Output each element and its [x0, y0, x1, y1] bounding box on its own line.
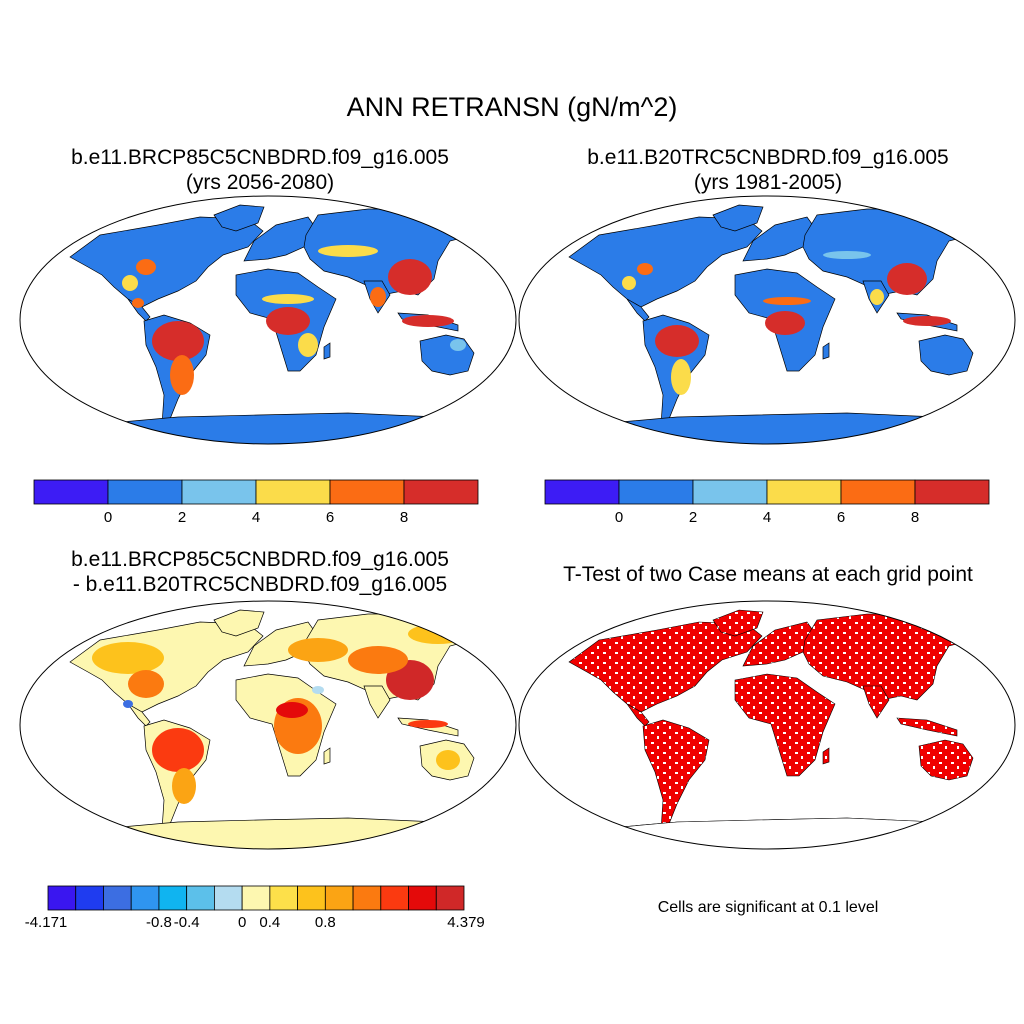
colorbar-tick-label: 8: [400, 509, 408, 526]
colorbar-difference: -4.171 -0.8 -0.4 0 0.4 0.8 4.379: [25, 885, 485, 931]
colorbar-box: [435, 885, 465, 911]
ttest-note: Cells are significant at 0.1 level: [657, 899, 879, 916]
panel-title-case2: b.e11.B20TRC5CNBDRD.f09_g16.005 (yrs 198…: [528, 145, 1008, 195]
colorbar-box: [269, 885, 299, 911]
colorbar-tick-label: 0: [104, 509, 112, 526]
colorbar-case1: 0 2 4 6 8: [33, 479, 479, 526]
colorbar-tick-label: 2: [689, 509, 697, 526]
colorbar-box: [408, 885, 437, 911]
colorbar-box: [840, 479, 916, 505]
colorbar-box: [380, 885, 409, 911]
colorbar-box: [329, 479, 405, 505]
colorbar-box: [103, 885, 132, 911]
colorbar-box: [297, 885, 326, 911]
colorbar-tick-label: -0.4: [174, 914, 200, 931]
colorbar-box: [255, 479, 331, 505]
case1-title-line1: b.e11.BRCP85C5CNBDRD.f09_g16.005: [71, 146, 449, 169]
colorbar-box: [544, 479, 620, 505]
map-ttest: [518, 600, 1016, 850]
map-case2: [518, 195, 1016, 445]
colorbar-box: [324, 885, 354, 911]
hotspots-case1: [122, 245, 466, 395]
case2-title-line1: b.e11.B20TRC5CNBDRD.f09_g16.005: [587, 146, 949, 169]
colorbar-tick-label: 0.8: [315, 914, 336, 931]
colorbar-tick-label: 4.379: [447, 914, 485, 931]
colorbar-box: [181, 479, 257, 505]
colorbar-tick-label: 0: [238, 914, 246, 931]
colorbar-tick-label: 0: [615, 509, 623, 526]
colorbar-case2: 0 2 4 6 8: [544, 479, 990, 526]
colorbar-box: [766, 479, 842, 505]
colorbar-box: [213, 885, 243, 911]
colorbar-box: [33, 479, 109, 505]
colorbar-box: [107, 479, 183, 505]
colorbar-box: [914, 479, 990, 505]
map-case1: [19, 195, 517, 445]
colorbar-tick-label: 6: [837, 509, 845, 526]
panel-title-ttest: T-Test of two Case means at each grid po…: [528, 562, 1008, 587]
colorbar-tick-label: 4: [763, 509, 771, 526]
panel-title-diff: b.e11.BRCP85C5CNBDRD.f09_g16.005 - b.e11…: [20, 547, 500, 597]
colorbar-tick-label: 8: [911, 509, 919, 526]
panel-title-case1: b.e11.BRCP85C5CNBDRD.f09_g16.005 (yrs 20…: [20, 145, 500, 195]
colorbar-box: [241, 885, 271, 911]
colorbar-box: [692, 479, 768, 505]
map-difference: [19, 600, 517, 850]
colorbar-tick-label: 6: [326, 509, 334, 526]
colorbar-tick-label: -0.8: [146, 914, 172, 931]
colorbar-box: [75, 885, 104, 911]
colorbar-tick-label: 4: [252, 509, 260, 526]
colorbar-box: [47, 885, 77, 911]
colorbar-tick-label: 0.4: [259, 914, 280, 931]
case1-title-line2: (yrs 2056-2080): [185, 171, 335, 194]
colorbar-tick-label: 2: [178, 509, 186, 526]
colorbar-box: [186, 885, 215, 911]
colorbar-tick-label: -4.171: [25, 914, 68, 931]
colorbar-box: [130, 885, 160, 911]
case2-title-line2: (yrs 1981-2005): [693, 171, 843, 194]
colorbar-box: [618, 479, 694, 505]
colorbar-box: [158, 885, 188, 911]
figure-title: ANN RETRANSN (gN/m^2): [346, 92, 678, 122]
diff-title-line1: b.e11.BRCP85C5CNBDRD.f09_g16.005: [71, 548, 449, 571]
colorbar-box: [352, 885, 382, 911]
hotspots-case2: [622, 251, 951, 395]
colorbar-box: [403, 479, 479, 505]
ttest-title-line1: T-Test of two Case means at each grid po…: [563, 563, 973, 586]
diff-title-line2: - b.e11.B20TRC5CNBDRD.f09_g16.005: [72, 573, 448, 596]
